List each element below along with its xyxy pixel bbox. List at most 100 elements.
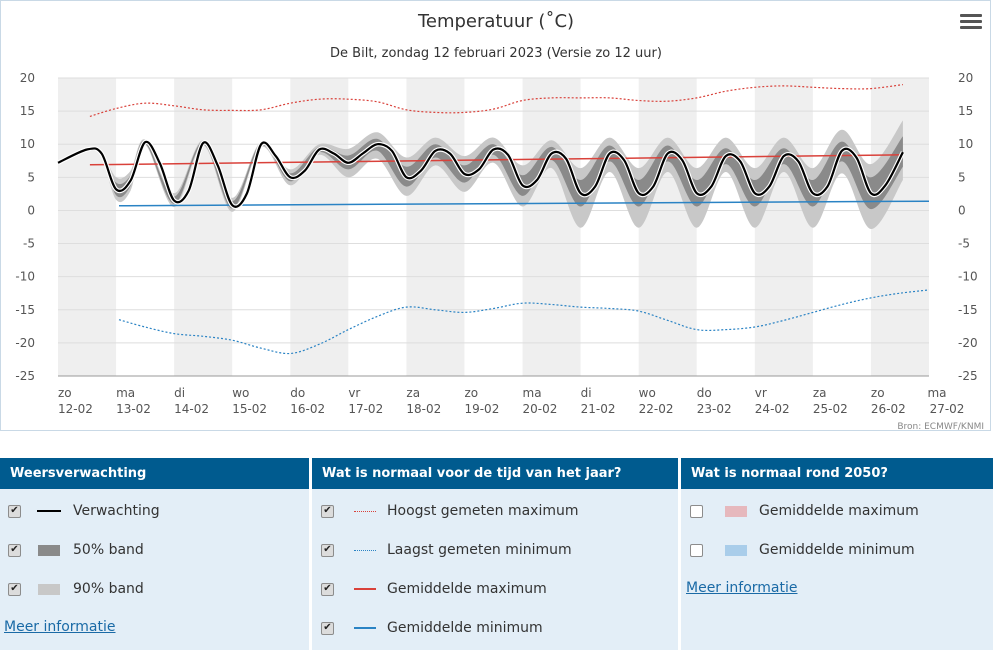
checkbox-50-band[interactable]: ✔ (8, 543, 21, 557)
chart-title: Temperatuur (˚C) (417, 11, 574, 32)
x-tick-day: ma (523, 386, 542, 400)
band-swatch-dark (38, 544, 60, 556)
x-tick-date: 26-02 (871, 402, 906, 416)
x-tick-day: do (290, 386, 305, 400)
legend-label: 90% band (73, 581, 144, 597)
x-tick-date: 20-02 (523, 402, 558, 416)
legend-column-normal: Wat is normaal voor de tijd van het jaar… (312, 458, 678, 650)
x-tick-date: 18-02 (406, 402, 441, 416)
x-tick-date: 24-02 (755, 402, 790, 416)
checkbox-avg-min[interactable]: ✔ (321, 621, 334, 635)
band-swatch-pink (725, 505, 747, 517)
dotted-swatch-red (354, 510, 376, 512)
legend-header-forecast: Weersverwachting (0, 458, 309, 489)
x-tick-day: zo (871, 386, 885, 400)
line-swatch-blue (354, 627, 376, 629)
x-tick-day: zo (58, 386, 72, 400)
chart-container: Temperatuur (˚C) De Bilt, zondag 12 febru… (0, 0, 991, 432)
legend-item-verwachting[interactable]: ✔ Verwachting (8, 499, 160, 523)
legend-column-forecast: Weersverwachting ✔ Verwachting ✔ 50% ban… (0, 458, 309, 650)
y-tick-label-left: 10 (20, 137, 35, 151)
checkbox-lowest-min[interactable]: ✔ (321, 543, 334, 557)
day-shade (522, 78, 581, 376)
day-shade (174, 78, 233, 376)
y-tick-label-right: 15 (958, 104, 973, 118)
legend-panel: Weersverwachting ✔ Verwachting ✔ 50% ban… (0, 458, 993, 650)
checkbox-2050-min[interactable] (690, 543, 703, 557)
x-tick-date: 22-02 (639, 402, 674, 416)
x-tick-date: 23-02 (697, 402, 732, 416)
x-tick-day: wo (232, 386, 249, 400)
y-tick-label-left: 5 (27, 170, 35, 184)
line-swatch-black (37, 510, 61, 512)
legend-item-50-band[interactable]: ✔ 50% band (8, 538, 144, 562)
hamburger-menu-icon[interactable] (960, 14, 982, 34)
y-tick-label-right: -15 (958, 303, 978, 317)
day-shade (58, 78, 117, 376)
y-tick-label-left: -20 (15, 336, 35, 350)
legend-label: Gemiddelde minimum (387, 620, 543, 636)
line-swatch-red (354, 588, 376, 590)
legend-item-highest-max[interactable]: ✔ Hoogst gemeten maximum (321, 499, 579, 523)
legend-item-90-band[interactable]: ✔ 90% band (8, 577, 144, 601)
x-tick-day: zo (464, 386, 478, 400)
y-tick-label-right: 0 (958, 203, 966, 217)
y-tick-label-right: -5 (958, 237, 970, 251)
checkbox-highest-max[interactable]: ✔ (321, 504, 334, 518)
y-tick-label-left: 0 (27, 203, 35, 217)
legend-item-2050-max[interactable]: Gemiddelde maximum (690, 499, 919, 523)
temperature-chart: Temperatuur (˚C) De Bilt, zondag 12 febru… (15, 11, 984, 432)
x-tick-date: 16-02 (290, 402, 325, 416)
checkbox-90-band[interactable]: ✔ (8, 582, 21, 596)
legend-item-lowest-min[interactable]: ✔ Laagst gemeten minimum (321, 538, 572, 562)
x-tick-date: 19-02 (464, 402, 499, 416)
day-shade (290, 78, 349, 376)
legend-label: Gemiddelde maximum (759, 503, 919, 519)
day-shade (870, 78, 929, 376)
x-tick-day: za (813, 386, 827, 400)
more-info-link-forecast[interactable]: Meer informatie (4, 619, 116, 635)
series-avg-max (89, 154, 903, 166)
legend-column-2050: Wat is normaal rond 2050? Gemiddelde max… (681, 458, 993, 650)
more-info-link-2050[interactable]: Meer informatie (686, 580, 798, 596)
band-swatch-light (38, 583, 60, 595)
x-tick-date: 14-02 (174, 402, 209, 416)
legend-item-avg-min[interactable]: ✔ Gemiddelde minimum (321, 616, 543, 640)
legend-label: Laagst gemeten minimum (387, 542, 572, 558)
legend-label: 50% band (73, 542, 144, 558)
legend-label: Verwachting (73, 503, 160, 519)
y-tick-label-right: -10 (958, 270, 978, 284)
legend-label: Hoogst gemeten maximum (387, 503, 579, 519)
legend-header-2050: Wat is normaal rond 2050? (681, 458, 993, 489)
band-swatch-lightblue (725, 544, 747, 556)
day-shade (638, 78, 697, 376)
x-tick-day: di (174, 386, 185, 400)
x-tick-date: 15-02 (232, 402, 267, 416)
checkbox-2050-max[interactable] (690, 504, 703, 518)
checkbox-verwachting[interactable]: ✔ (8, 504, 21, 518)
x-tick-date: 27-02 (930, 402, 965, 416)
x-tick-date: 21-02 (581, 402, 616, 416)
x-tick-day: ma (927, 386, 946, 400)
x-tick-day: wo (639, 386, 656, 400)
x-tick-day: di (581, 386, 592, 400)
y-tick-label-left: -5 (23, 237, 35, 251)
legend-label: Gemiddelde minimum (759, 542, 915, 558)
x-tick-day: ma (116, 386, 135, 400)
series-avg-min (118, 200, 930, 207)
legend-label: Gemiddelde maximum (387, 581, 547, 597)
legend-item-avg-max[interactable]: ✔ Gemiddelde maximum (321, 577, 547, 601)
y-tick-label-right: 5 (958, 170, 966, 184)
x-tick-date: 17-02 (348, 402, 383, 416)
x-tick-day: do (697, 386, 712, 400)
day-shade (754, 78, 813, 376)
y-tick-label-left: 15 (20, 104, 35, 118)
x-tick-day: vr (755, 386, 767, 400)
legend-header-normal: Wat is normaal voor de tijd van het jaar… (312, 458, 678, 489)
y-tick-label-right: -20 (958, 336, 978, 350)
checkbox-avg-max[interactable]: ✔ (321, 582, 334, 596)
y-tick-label-right: -25 (958, 369, 978, 383)
legend-item-2050-min[interactable]: Gemiddelde minimum (690, 538, 915, 562)
x-tick-date: 12-02 (58, 402, 93, 416)
x-tick-day: za (406, 386, 420, 400)
